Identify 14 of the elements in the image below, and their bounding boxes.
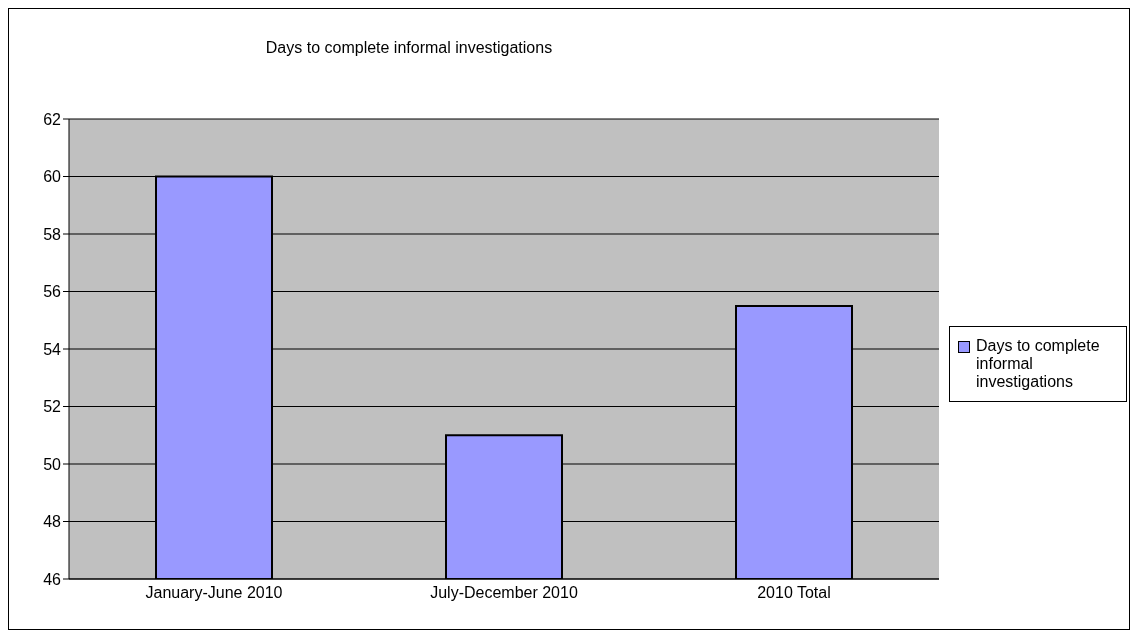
y-tick-label: 52 <box>43 398 62 416</box>
x-tick-label: January-June 2010 <box>145 584 283 602</box>
y-tick-label: 62 <box>43 110 62 128</box>
y-tick-label: 56 <box>43 283 62 301</box>
x-tick-label: 2010 Total <box>757 584 831 602</box>
y-tick-label: 54 <box>43 340 62 358</box>
y-tick-label: 60 <box>43 168 62 186</box>
chart-title: Days to complete informal investigations <box>264 39 554 57</box>
y-tick-label: 50 <box>43 455 62 473</box>
x-tick-label: July-December 2010 <box>430 584 578 602</box>
y-tick-label: 48 <box>43 513 62 531</box>
y-tick-label: 58 <box>43 225 62 243</box>
y-tick-label: 46 <box>43 570 62 588</box>
legend-label: Days to complete informal investigations <box>976 337 1101 391</box>
